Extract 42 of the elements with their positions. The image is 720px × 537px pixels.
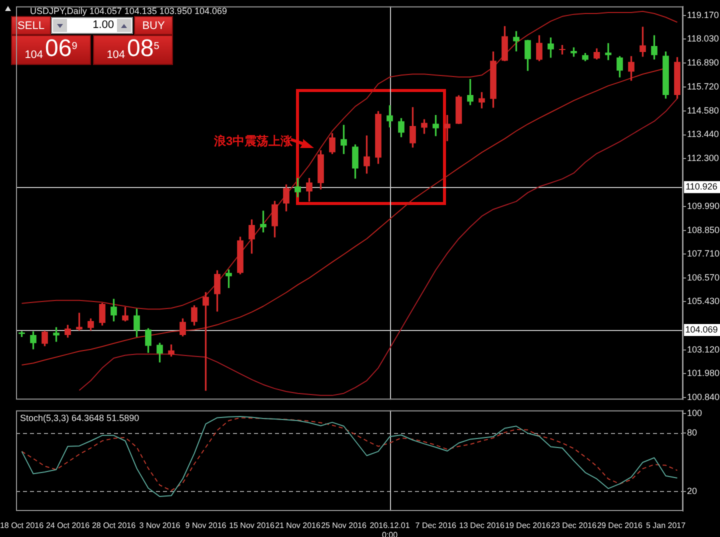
x-tick-label: 23 Dec 2016 [551, 521, 597, 530]
y-tick-label: 105.430 [687, 296, 720, 306]
y-tick-label: 114.580 [687, 105, 719, 116]
y-tick-label: 103.120 [687, 344, 720, 354]
y-tick-label: 100 [687, 408, 702, 418]
y-tick-label: 108.850 [687, 224, 720, 235]
y-tick-label: 118.030 [687, 34, 719, 44]
y-tick-label: 113.440 [687, 129, 719, 140]
x-tick-label: 19 Dec 2016 [505, 521, 551, 530]
x-tick-label: 18 Oct 2016 [0, 521, 44, 530]
x-tick-label: 7 Dec 2016 [415, 521, 457, 530]
x-tick-label: 25 Nov 2016 [321, 521, 367, 530]
annotation: SELL [11, 16, 51, 35]
y-tick-label: 109.990 [687, 201, 720, 212]
x-tick-label: 21 Nov 2016 [275, 521, 321, 530]
x-tick-label: 13 Dec 2016 [459, 521, 505, 530]
y-tick-label: 101.980 [687, 368, 720, 378]
y-tick-label: 20 [687, 486, 698, 496]
chart-title: USDJPY,Daily 104.057 104.135 103.950 104.069 [30, 6, 227, 16]
x-tick-label: 3 Nov 2016 [139, 521, 181, 530]
x-tick-label: 15 Nov 2016 [229, 521, 275, 530]
annotation: 10406$^{9}$ [24, 35, 78, 62]
annotation: 10408$^{5}$ [106, 35, 160, 62]
annotation: BUY [134, 16, 173, 35]
y-tick-label: 115.720 [687, 82, 719, 92]
chart-title: Stoch(5,3,3) 64.3648 51.5890 [20, 412, 140, 423]
ref-line-label: 104.069 [685, 324, 718, 335]
y-tick-label: 107.710 [687, 248, 720, 259]
annotation: 浪3中震荡上涨 [214, 133, 293, 150]
y-tick-label: 119.170 [687, 10, 719, 20]
x-tick-label: 9 Nov 2016 [185, 521, 227, 530]
y-tick-label: 106.570 [687, 272, 720, 282]
ref-line-label: 110.926 [686, 182, 718, 192]
x-tick-label: 5 Jan 2017 [646, 521, 686, 530]
y-tick-label: 112.300 [687, 152, 719, 163]
y-tick-label: 116.890 [687, 57, 719, 68]
y-tick-label: 100.840 [687, 392, 720, 402]
y-tick-label: 80 [687, 427, 698, 438]
x-tick-label: 28 Oct 2016 [92, 521, 136, 530]
annotation: 1.00 [92, 18, 114, 33]
x-tick-label: 24 Oct 2016 [46, 521, 90, 530]
x-tick-label: 29 Dec 2016 [597, 521, 643, 530]
